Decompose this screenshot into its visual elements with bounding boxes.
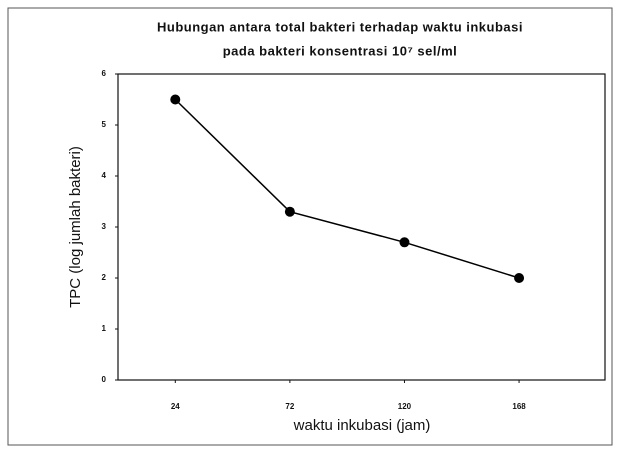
x-tick-label: 72 <box>285 402 294 411</box>
y-tick-label: 4 <box>102 171 107 180</box>
y-axis-label: TPC (log jumlah bakteri) <box>67 146 84 308</box>
data-point <box>170 94 181 105</box>
series-line <box>174 98 520 279</box>
y-tick-label: 5 <box>102 120 107 129</box>
frame <box>7 7 613 446</box>
x-tick-label: 24 <box>171 402 180 411</box>
x-tick-label: 168 <box>512 402 526 411</box>
chart-title: Hubungan antara total bakteri terhadap w… <box>157 19 523 34</box>
chart-subtitle: pada bakteri konsentrasi 10⁷ sel/ml <box>223 43 458 58</box>
x-axis-label: waktu inkubasi (jam) <box>293 417 431 434</box>
y-tick-label: 0 <box>102 375 107 384</box>
y-tick-label: 6 <box>102 69 107 78</box>
y-tick-label: 3 <box>102 222 107 231</box>
y-tick-label: 1 <box>102 324 107 333</box>
data-point <box>399 237 410 248</box>
plot-area <box>117 73 606 381</box>
y-tick-label: 2 <box>102 273 107 282</box>
data-point <box>514 273 525 283</box>
data-point <box>284 206 295 217</box>
x-tick-label: 120 <box>398 402 412 411</box>
